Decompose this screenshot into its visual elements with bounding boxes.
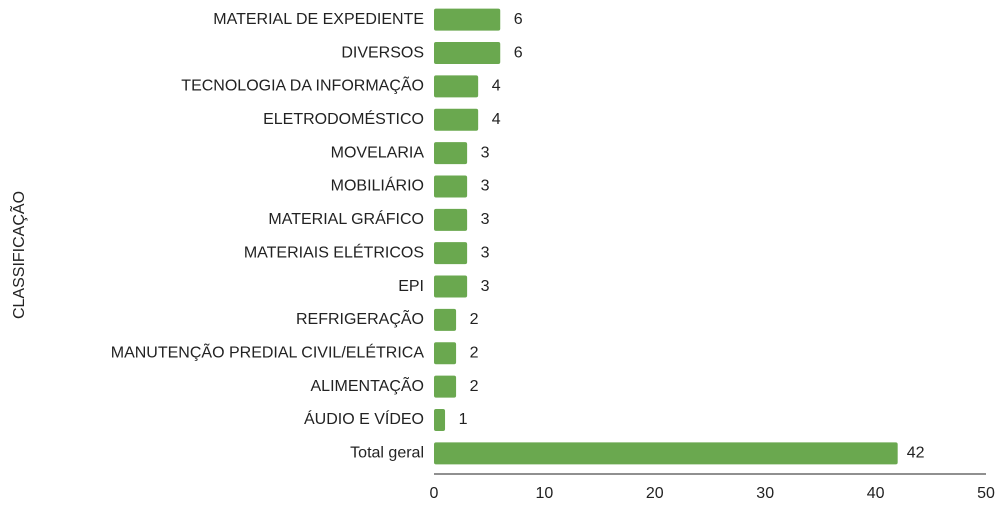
x-tick-label: 20 bbox=[646, 485, 664, 502]
y-tick-label: MATERIAL DE EXPEDIENTE bbox=[213, 11, 424, 28]
y-tick-label: MATERIAIS ELÉTRICOS bbox=[244, 242, 424, 261]
value-label: 4 bbox=[492, 78, 501, 95]
value-label: 3 bbox=[481, 178, 490, 195]
bar bbox=[434, 42, 501, 65]
bar bbox=[434, 442, 898, 465]
y-tick-label: Total geral bbox=[350, 445, 424, 462]
bar bbox=[434, 8, 501, 31]
value-label: 3 bbox=[481, 278, 490, 295]
value-label: 4 bbox=[492, 111, 501, 128]
bar bbox=[434, 242, 468, 265]
value-label: 1 bbox=[459, 411, 468, 428]
y-tick-label: TECNOLOGIA DA INFORMAÇÃO bbox=[181, 75, 424, 95]
y-tick-label: ELETRODOMÉSTICO bbox=[263, 109, 424, 128]
value-label: 42 bbox=[907, 445, 925, 462]
value-label: 2 bbox=[470, 344, 479, 361]
x-tick-label: 40 bbox=[867, 485, 885, 502]
bar bbox=[434, 342, 457, 365]
y-tick-label: ÁUDIO E VÍDEO bbox=[304, 409, 424, 428]
bar bbox=[434, 308, 457, 331]
y-tick-label: MOBILIÁRIO bbox=[331, 176, 424, 195]
value-label: 3 bbox=[481, 244, 490, 261]
y-tick-label: ALIMENTAÇÃO bbox=[311, 375, 425, 395]
value-label: 3 bbox=[481, 144, 490, 161]
bar bbox=[434, 142, 468, 165]
bar bbox=[434, 208, 468, 231]
value-label: 6 bbox=[514, 11, 523, 28]
bar bbox=[434, 75, 479, 98]
bar bbox=[434, 275, 468, 298]
bar bbox=[434, 175, 468, 198]
y-tick-label: MATERIAL GRÁFICO bbox=[268, 209, 424, 228]
x-tick-label: 30 bbox=[756, 485, 774, 502]
y-tick-label: REFRIGERAÇÃO bbox=[296, 308, 424, 328]
x-tick-label: 0 bbox=[430, 485, 439, 502]
y-tick-label: MOVELARIA bbox=[331, 144, 425, 161]
y-tick-label: EPI bbox=[398, 278, 424, 295]
y-tick-label: DIVERSOS bbox=[341, 44, 424, 61]
bar bbox=[434, 408, 446, 431]
x-tick-label: 50 bbox=[977, 485, 995, 502]
y-tick-label: MANUTENÇÃO PREDIAL CIVIL/ELÉTRICA bbox=[111, 341, 425, 361]
value-label: 2 bbox=[470, 378, 479, 395]
value-label: 2 bbox=[470, 311, 479, 328]
value-label: 6 bbox=[514, 44, 523, 61]
y-axis-label: CLASSIFICAÇÃO bbox=[8, 191, 28, 319]
x-tick-label: 10 bbox=[536, 485, 554, 502]
bar bbox=[434, 108, 479, 131]
value-label: 3 bbox=[481, 211, 490, 228]
bar bbox=[434, 375, 457, 398]
